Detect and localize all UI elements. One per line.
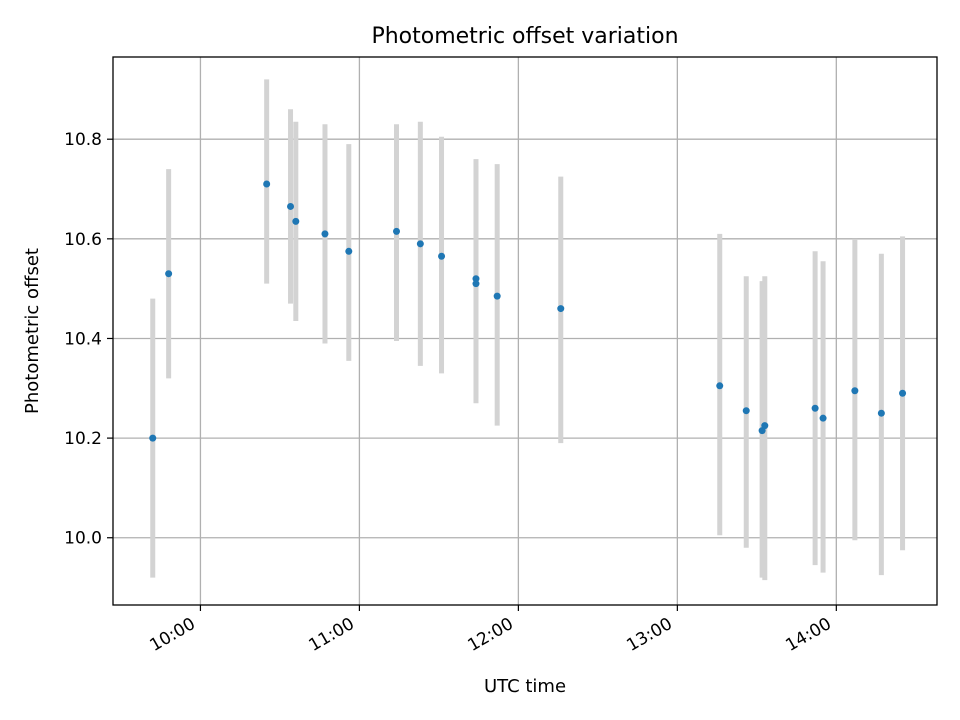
- data-point: [165, 270, 173, 278]
- data-point: [263, 180, 271, 188]
- x-tick-label: 12:00: [464, 614, 516, 656]
- y-tick-label: 10.0: [64, 529, 102, 549]
- data-point: [416, 240, 424, 248]
- y-tick-label: 10.4: [64, 329, 102, 349]
- x-tick-label: 11:00: [305, 614, 357, 656]
- data-point: [819, 414, 827, 422]
- chart-title: Photometric offset variation: [371, 24, 678, 49]
- data-point: [493, 292, 501, 300]
- y-axis-label: Photometric offset: [22, 248, 43, 414]
- x-tick-label: 14:00: [782, 614, 834, 656]
- data-point: [899, 389, 907, 397]
- data-point: [472, 275, 480, 283]
- data-point: [321, 230, 329, 238]
- data-point: [851, 387, 859, 395]
- x-tick-label: 10:00: [146, 614, 198, 656]
- plot-frame: [112, 56, 938, 606]
- data-point: [292, 217, 300, 225]
- data-point: [877, 409, 885, 417]
- data-point: [761, 422, 769, 430]
- data-point: [716, 382, 724, 390]
- data-point: [742, 407, 750, 415]
- data-point: [345, 247, 353, 255]
- data-point: [438, 252, 446, 260]
- data-point: [392, 227, 400, 235]
- data-point: [557, 305, 565, 313]
- data-point: [149, 434, 157, 442]
- y-tick-label: 10.6: [64, 230, 102, 250]
- data-point: [472, 280, 480, 288]
- data-point: [287, 202, 295, 210]
- grid-lines: [113, 57, 937, 605]
- x-tick-label: 13:00: [623, 614, 675, 656]
- error-bars: [150, 79, 906, 581]
- data-points: [149, 180, 907, 442]
- x-axis-label: UTC time: [484, 676, 566, 697]
- y-tick-label: 10.2: [64, 429, 102, 449]
- data-point: [811, 404, 819, 412]
- y-tick-label: 10.8: [64, 130, 102, 150]
